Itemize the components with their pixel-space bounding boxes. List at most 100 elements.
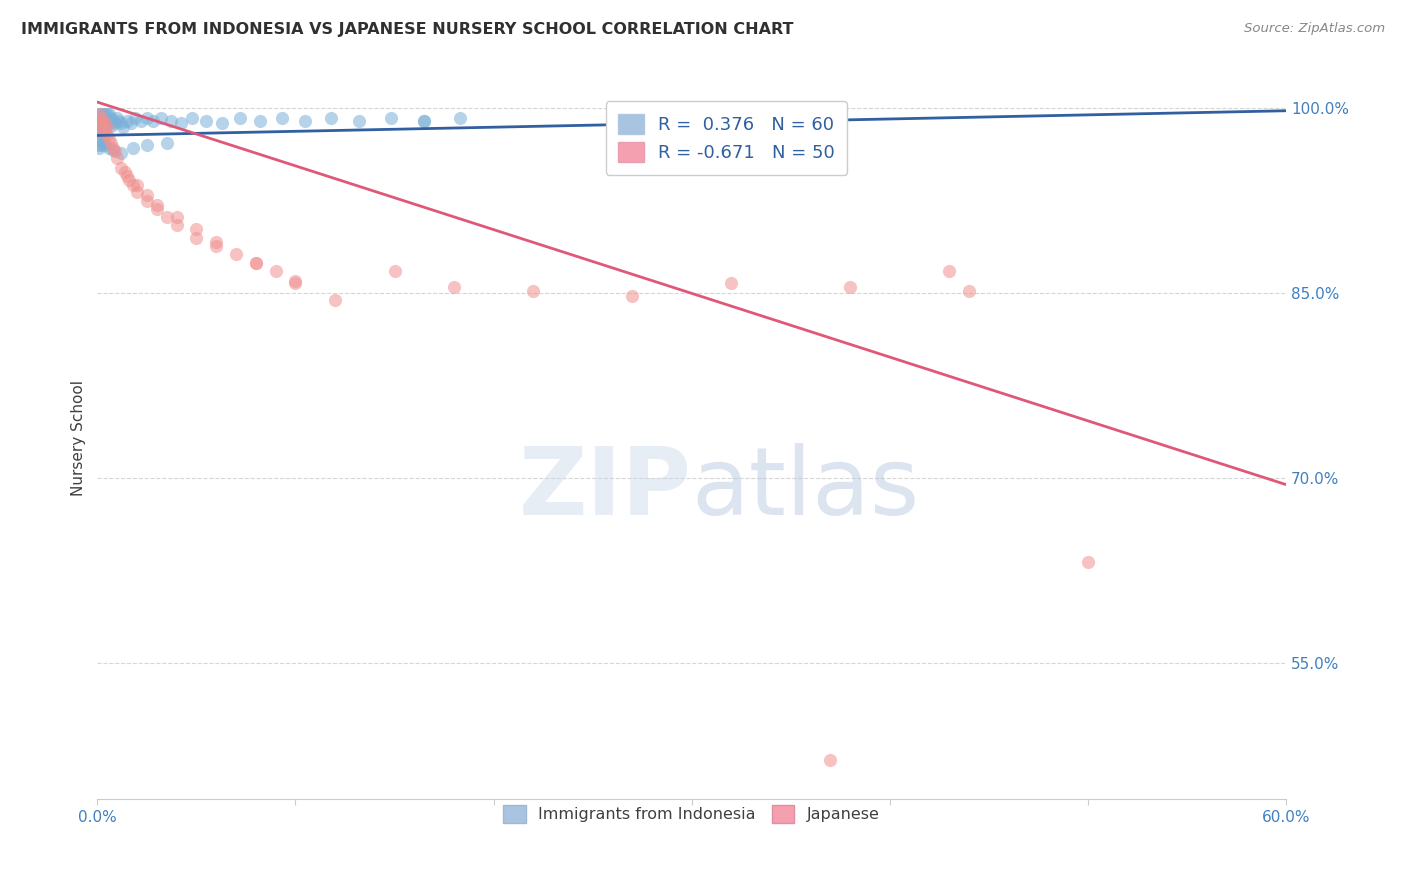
Point [96,128,118,143]
Point [110,116,132,130]
Point [91,136,114,150]
Point [413,113,436,128]
Point [91,113,114,128]
Point [720,277,742,291]
Point [94,113,117,128]
Point [135,187,157,202]
Point [114,165,136,179]
Point [122,141,145,155]
Point [91,123,114,137]
Point [443,280,465,294]
Point [264,264,287,278]
Point [522,284,544,298]
Point [100,119,122,133]
Point [135,194,157,208]
Point [90,107,112,121]
Point [103,143,125,157]
Point [100,136,122,150]
Point [110,161,132,175]
Point [166,210,188,224]
Point [96,113,118,128]
Point [156,210,179,224]
Point [124,111,146,125]
Point [89,126,111,140]
Point [135,111,157,125]
Point [347,113,370,128]
Point [142,113,165,128]
Point [284,277,307,291]
Point [89,120,111,134]
Point [166,219,188,233]
Point [245,255,267,269]
Point [89,116,111,130]
Point [169,116,191,130]
Text: IMMIGRANTS FROM INDONESIA VS JAPANESE NURSERY SCHOOL CORRELATION CHART: IMMIGRANTS FROM INDONESIA VS JAPANESE NU… [21,22,793,37]
Point [125,185,148,199]
Point [94,138,117,153]
Point [94,126,117,140]
Point [621,289,644,303]
Point [186,222,208,236]
Point [110,145,132,160]
Text: atlas: atlas [692,442,920,535]
Point [146,197,169,211]
Point [384,264,406,278]
Point [89,107,111,121]
Point [112,120,135,134]
Point [104,116,127,130]
Point [94,107,117,121]
Point [122,178,145,192]
Point [105,111,128,125]
Point [181,111,204,125]
Point [90,138,112,153]
Point [94,120,117,134]
Point [115,113,138,128]
Point [186,231,208,245]
Point [156,136,179,150]
Point [449,111,471,125]
Point [100,111,122,125]
Point [839,280,862,294]
Point [195,113,218,128]
Point [205,239,228,253]
Point [89,138,111,153]
Point [105,151,128,165]
Point [413,113,436,128]
Point [103,141,125,155]
Point [96,107,118,121]
Text: ZIP: ZIP [519,442,692,535]
Point [98,141,121,155]
Point [323,293,346,307]
Point [89,132,111,146]
Point [938,264,960,278]
Legend: Immigrants from Indonesia, Japanese: Immigrants from Indonesia, Japanese [492,794,891,835]
Point [205,235,228,249]
Point [118,173,141,187]
Point [319,111,342,125]
Point [90,120,112,134]
Point [98,107,121,121]
Point [96,120,118,134]
Point [245,255,267,269]
Point [229,111,252,125]
Point [1077,555,1099,569]
Point [90,120,112,134]
Point [89,113,111,128]
Point [90,126,112,140]
Point [211,116,233,130]
Point [90,111,112,125]
Point [294,113,316,128]
Point [94,116,117,130]
Text: Source: ZipAtlas.com: Source: ZipAtlas.com [1244,22,1385,36]
Point [125,178,148,192]
Point [115,169,138,183]
Point [149,111,172,125]
Point [120,116,142,130]
Point [957,284,980,298]
Point [380,111,402,125]
Point [129,113,152,128]
Point [249,113,271,128]
Point [270,111,292,125]
Point [146,202,169,217]
Point [91,107,114,121]
